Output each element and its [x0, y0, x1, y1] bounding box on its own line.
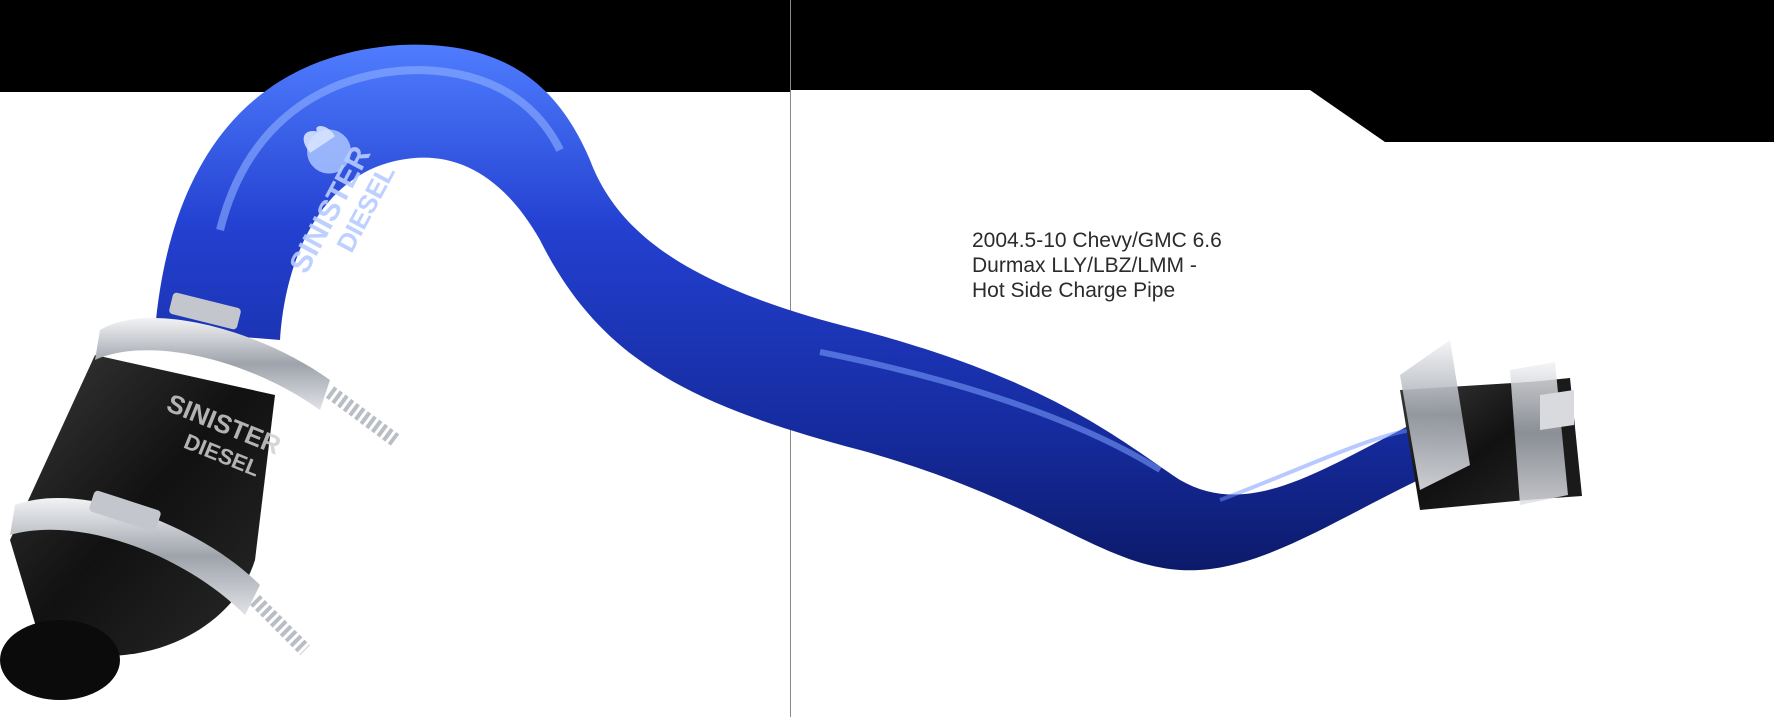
product-caption: 2004.5-10 Chevy/GMC 6.6 Durmax LLY/LBZ/L… [972, 228, 1392, 303]
pipe-highlight [216, 65, 564, 231]
right-clamps [1400, 340, 1574, 505]
caption-line-2: Durmax LLY/LBZ/LMM - [972, 254, 1197, 277]
caption-line-1: 2004.5-10 Chevy/GMC 6.6 [972, 229, 1222, 252]
caption-line-3: Hot Side Charge Pipe [972, 279, 1176, 302]
upper-left-clamp [95, 292, 400, 446]
pipe-body [155, 44, 1440, 571]
lower-left-clamp [10, 490, 310, 655]
